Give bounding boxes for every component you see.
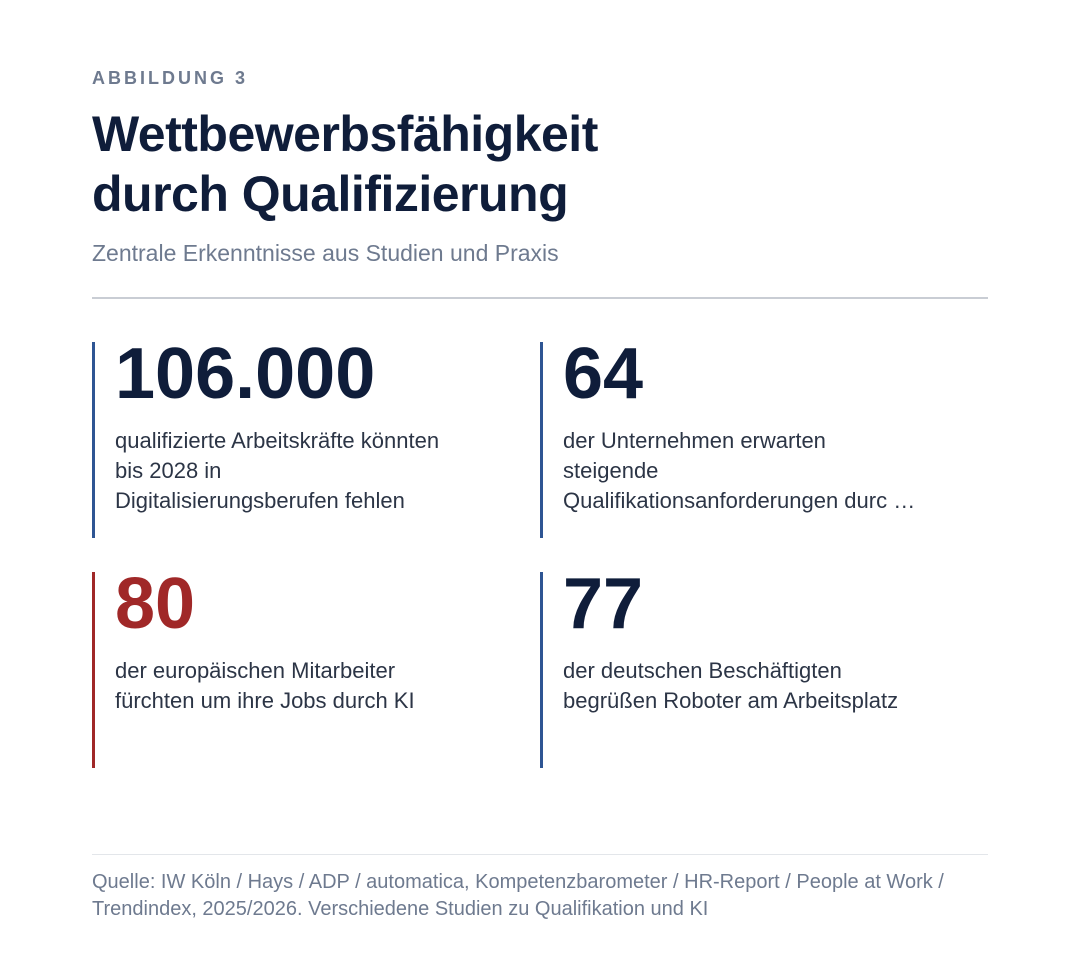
page-title: Wettbewerbsfähigkeit durch Qualifizierun… (92, 106, 598, 222)
stat-description: der deutschen Beschäftigten begrüßen Rob… (563, 658, 899, 713)
stat-card-skilled-workers: 106.000 qualifizierte Arbeitskräfte könn… (92, 338, 502, 538)
page-subtitle: Zentrale Erkenntnisse aus Studien und Pr… (92, 240, 559, 266)
stat-card-job-fears: 80 der europäischen Mitarbeiter fürchten… (92, 568, 502, 768)
stat-description: qualifizierte Arbeitskräfte könnten bis … (115, 428, 440, 513)
figure-card: ABBILDUNG 3 Wettbewerbsfähigkeit durch Q… (92, 0, 988, 958)
stat-value: 106.000 (115, 334, 376, 414)
stat-value: 77 (563, 564, 644, 644)
footer-divider (92, 854, 988, 855)
stat-card-qualification-requirements: 64 der Unternehmen erwarten steigende Qu… (540, 338, 950, 538)
stat-description: der europäischen Mitarbeiter fürchten um… (115, 658, 415, 713)
figure-label: ABBILDUNG 3 (92, 68, 249, 88)
source-note: Quelle: IW Köln / Hays / ADP / automatic… (92, 871, 944, 920)
stat-card-robot-acceptance: 77 der deutschen Beschäftigten begrüßen … (540, 568, 950, 768)
header-divider (92, 297, 988, 299)
stat-value: 80 (115, 564, 196, 644)
stat-description: der Unternehmen erwarten steigende Quali… (563, 428, 916, 513)
stat-value: 64 (563, 334, 644, 414)
